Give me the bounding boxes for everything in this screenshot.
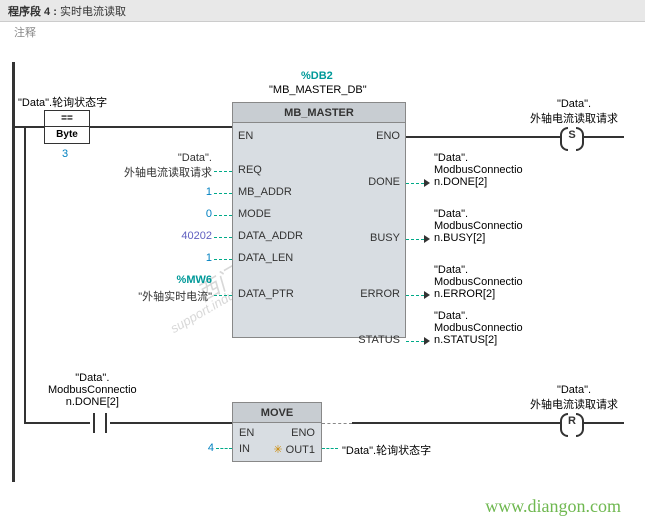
- move-block[interactable]: MOVE EN ENO IN ✳ OUT1: [232, 402, 322, 462]
- compare-operand-label: "Data".轮询状态字: [18, 94, 107, 110]
- wire: [90, 126, 232, 128]
- wire: [584, 422, 624, 424]
- param-wire: [214, 171, 232, 172]
- pin-en: EN: [238, 130, 253, 142]
- compare-type: Byte: [45, 127, 89, 143]
- wire: [584, 136, 624, 138]
- wire: [24, 126, 26, 422]
- param-wire: [214, 295, 232, 296]
- reset-coil[interactable]: R: [560, 413, 584, 433]
- block-title: MB_MASTER: [233, 103, 405, 123]
- param-value: "Data".外轴电流读取请求: [124, 152, 212, 180]
- comment-label: 注释: [14, 24, 36, 40]
- param-wire: [322, 448, 338, 449]
- param-wire: [216, 448, 232, 449]
- pin-out1: ✳ OUT1: [273, 443, 315, 456]
- contact-label: "Data".ModbusConnection.DONE[2]: [48, 372, 137, 408]
- pin-eno: ENO: [376, 130, 400, 142]
- param-output: "Data".ModbusConnection.BUSY[2]: [434, 208, 523, 244]
- pin-in: IN: [239, 443, 250, 455]
- pin-req: REQ: [238, 164, 262, 176]
- param-value: 40202: [181, 230, 212, 242]
- pin-eno: ENO: [291, 427, 315, 439]
- no-contact[interactable]: [90, 413, 110, 433]
- param-wire: [406, 183, 424, 184]
- param-wire: [214, 215, 232, 216]
- param-wire: [214, 237, 232, 238]
- pin-en: EN: [239, 427, 254, 439]
- pin-done: DONE: [368, 176, 400, 188]
- network-header: 程序段 4 : 实时电流读取: [0, 0, 645, 22]
- param-output: "Data".ModbusConnection.STATUS[2]: [434, 310, 523, 346]
- compare-block[interactable]: == Byte: [44, 110, 90, 144]
- arrow-icon: [424, 337, 430, 345]
- arrow-icon: [424, 235, 430, 243]
- ladder-canvas: 西门子工业技术论坛 support.industry.siemens.com "…: [0, 44, 645, 527]
- block-title: MOVE: [233, 403, 321, 423]
- pin-data_addr: DATA_ADDR: [238, 230, 303, 242]
- arrow-icon: [424, 291, 430, 299]
- pin-busy: BUSY: [370, 232, 400, 244]
- db-symbol: %DB2: [301, 70, 333, 82]
- pin-error: ERROR: [360, 288, 400, 300]
- pin-data_len: DATA_LEN: [238, 252, 293, 264]
- pin-status: STATUS: [358, 334, 400, 346]
- coil-label: "Data".外轴电流读取请求: [530, 384, 618, 412]
- arrow-icon: [424, 179, 430, 187]
- move-out-value: "Data".轮询状态字: [342, 442, 431, 458]
- source-url: www.diangon.com: [485, 496, 621, 517]
- param-value: 1: [206, 186, 212, 198]
- wire: [24, 422, 90, 424]
- param-value: "外轴实时电流": [138, 288, 212, 304]
- param-value: 1: [206, 252, 212, 264]
- wire: [352, 422, 470, 424]
- power-rail: [12, 62, 15, 482]
- wire-dashed: [322, 423, 352, 424]
- set-coil[interactable]: S: [560, 127, 584, 147]
- param-output: "Data".ModbusConnection.ERROR[2]: [434, 264, 523, 300]
- param-symbol: %MW6: [177, 274, 212, 286]
- param-wire: [214, 193, 232, 194]
- param-output: "Data".ModbusConnection.DONE[2]: [434, 152, 523, 188]
- pin-data_ptr: DATA_PTR: [238, 288, 294, 300]
- param-wire: [214, 259, 232, 260]
- coil-label: "Data".外轴电流读取请求: [530, 98, 618, 126]
- pin-mode: MODE: [238, 208, 271, 220]
- wire: [110, 422, 232, 424]
- segment-label: 程序段 4 :: [8, 6, 57, 18]
- compare-op: ==: [45, 111, 89, 127]
- param-wire: [406, 239, 424, 240]
- param-wire: [406, 295, 424, 296]
- move-in-value: 4: [208, 442, 214, 454]
- wire: [470, 422, 560, 424]
- pin-mb_addr: MB_ADDR: [238, 186, 292, 198]
- segment-title: 实时电流读取: [60, 6, 126, 18]
- db-name: "MB_MASTER_DB": [269, 84, 367, 96]
- param-value: 0: [206, 208, 212, 220]
- compare-value: 3: [62, 148, 68, 160]
- param-wire: [406, 341, 424, 342]
- wire: [406, 136, 560, 138]
